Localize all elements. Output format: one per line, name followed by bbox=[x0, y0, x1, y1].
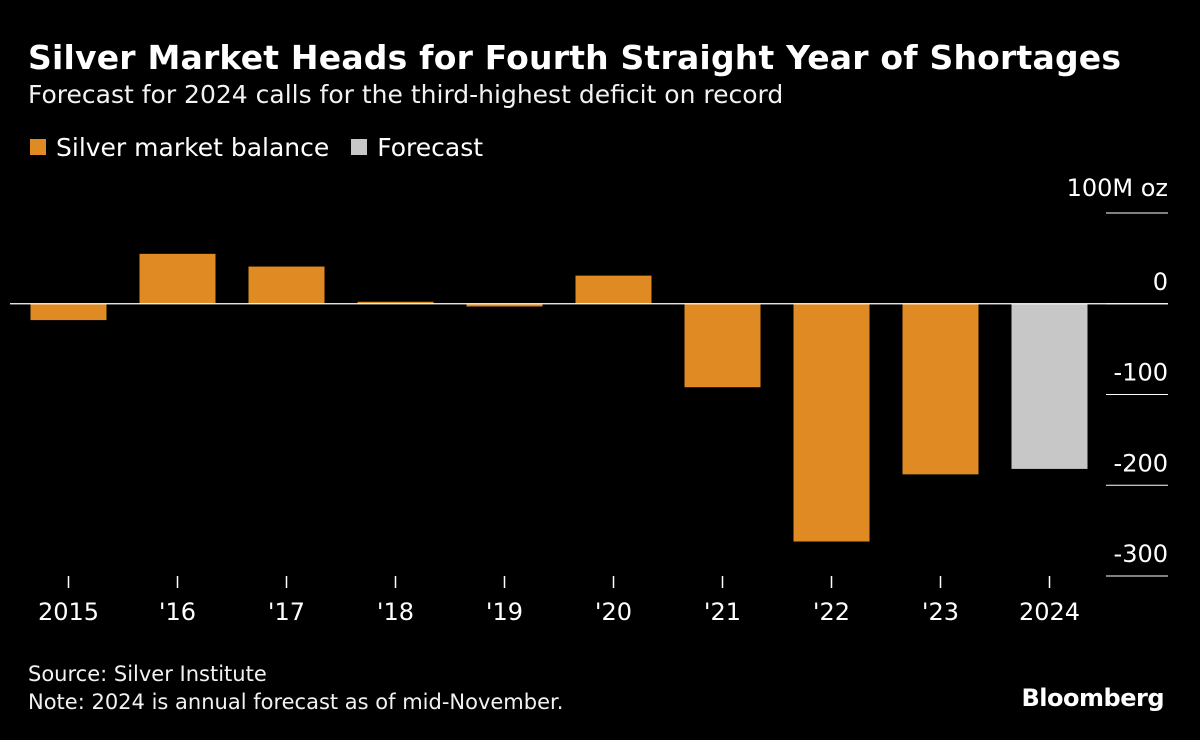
bar-16 bbox=[139, 253, 216, 304]
bar-2015 bbox=[30, 303, 107, 321]
x-tick-label-9: 2024 bbox=[1019, 598, 1080, 626]
y-tick-label-2: -100 bbox=[1114, 359, 1168, 387]
forecast-note: Note: 2024 is annual forecast as of mid-… bbox=[28, 690, 564, 714]
chart-title: Silver Market Heads for Fourth Straight … bbox=[28, 38, 1122, 77]
x-tick-label-2: '17 bbox=[268, 598, 305, 626]
x-tick-label-7: '22 bbox=[813, 598, 850, 626]
legend-label-balance: Silver market balance bbox=[56, 132, 330, 162]
y-tick-label-3: -200 bbox=[1114, 449, 1168, 477]
bar-2024 bbox=[1011, 303, 1088, 469]
legend-swatch-balance bbox=[30, 139, 46, 155]
x-tick-label-0: 2015 bbox=[38, 598, 99, 626]
bar-20 bbox=[575, 275, 652, 304]
bar-23 bbox=[902, 303, 979, 475]
y-tick-label-1: 0 bbox=[1153, 268, 1168, 296]
legend-label-forecast: Forecast bbox=[377, 132, 484, 162]
x-tick-label-4: '19 bbox=[486, 598, 523, 626]
legend-swatch-forecast bbox=[351, 139, 368, 155]
bar-21 bbox=[684, 303, 761, 388]
bar-19 bbox=[466, 303, 543, 307]
x-tick-label-6: '21 bbox=[704, 598, 741, 626]
x-tick-label-3: '18 bbox=[377, 598, 414, 626]
bar-17 bbox=[248, 266, 325, 304]
legend-item-forecast: Forecast bbox=[351, 133, 483, 162]
source-note: Source: Silver Institute bbox=[28, 662, 267, 686]
x-tick-label-1: '16 bbox=[159, 598, 196, 626]
x-tick-label-8: '23 bbox=[922, 598, 959, 626]
bar-18 bbox=[357, 301, 434, 304]
bloomberg-logo: Bloomberg bbox=[1021, 684, 1165, 712]
y-tick-label-4: -300 bbox=[1114, 540, 1168, 568]
legend: Silver market balance Forecast bbox=[30, 132, 505, 162]
chart-subtitle: Forecast for 2024 calls for the third-hi… bbox=[28, 80, 784, 109]
y-axis-unit-label: 100M oz bbox=[1066, 174, 1168, 202]
x-tick-label-5: '20 bbox=[595, 598, 632, 626]
bar-22 bbox=[793, 303, 870, 542]
legend-item-balance: Silver market balance bbox=[30, 133, 329, 162]
